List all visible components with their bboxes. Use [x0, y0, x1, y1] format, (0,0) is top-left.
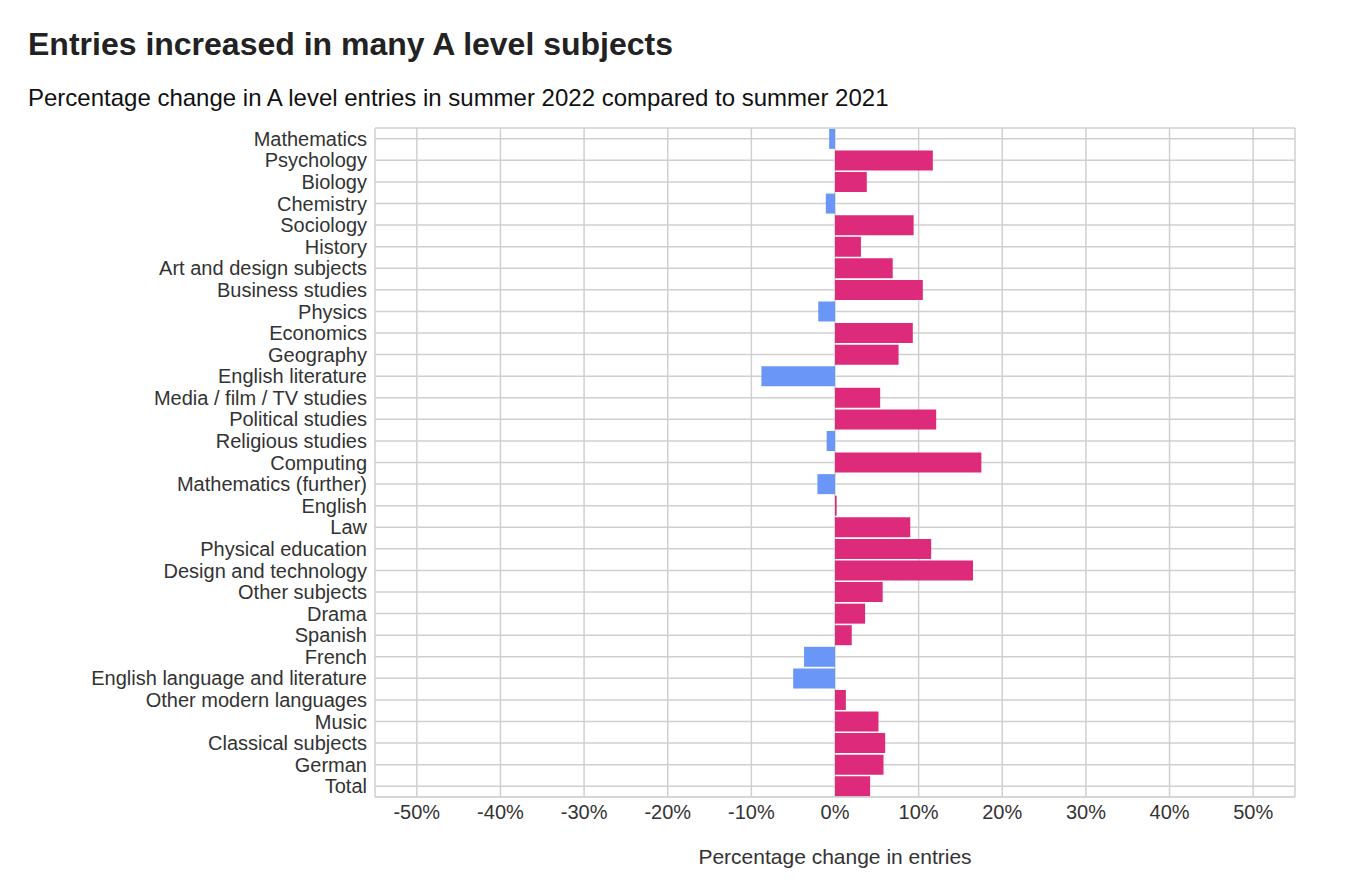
- svg-text:Geography: Geography: [268, 344, 367, 366]
- svg-text:Physical education: Physical education: [200, 538, 367, 560]
- html-text:Entries increased in many A le: Entries increased in many A level subjec…: [28, 26, 673, 62]
- svg-text:-40%: -40%: [477, 801, 524, 823]
- svg-text:Mathematics: Mathematics: [254, 128, 367, 150]
- svg-text:English: English: [301, 495, 367, 517]
- svg-text:Religious studies: Religious studies: [216, 430, 367, 452]
- svg-text:10%: 10%: [899, 801, 939, 823]
- svg-text:Classical subjects: Classical subjects: [208, 732, 367, 754]
- svg-text:Political studies: Political studies: [229, 408, 367, 430]
- svg-text:Art and design subjects: Art and design subjects: [159, 257, 367, 279]
- svg-text:Physics: Physics: [298, 301, 367, 323]
- svg-text:Economics: Economics: [269, 322, 367, 344]
- svg-text:Music: Music: [315, 711, 367, 733]
- svg-text:English language and literatur: English language and literature: [91, 667, 367, 689]
- svg-text:Other subjects: Other subjects: [238, 581, 367, 603]
- svg-text:0%: 0%: [821, 801, 850, 823]
- svg-text:-10%: -10%: [728, 801, 775, 823]
- svg-text:50%: 50%: [1233, 801, 1273, 823]
- svg-text:Business studies: Business studies: [217, 279, 367, 301]
- svg-text:Computing: Computing: [270, 452, 367, 474]
- svg-text:Mathematics (further): Mathematics (further): [177, 473, 367, 495]
- svg-text:-30%: -30%: [561, 801, 608, 823]
- svg-text:30%: 30%: [1066, 801, 1106, 823]
- svg-text:-20%: -20%: [644, 801, 691, 823]
- svg-text:-50%: -50%: [393, 801, 440, 823]
- svg-text:Other modern languages: Other modern languages: [146, 689, 367, 711]
- svg-text:Psychology: Psychology: [265, 149, 367, 171]
- svg-text:20%: 20%: [982, 801, 1022, 823]
- svg-text:Sociology: Sociology: [280, 214, 367, 236]
- svg-text:Total: Total: [325, 775, 367, 797]
- svg-text:40%: 40%: [1150, 801, 1190, 823]
- html-text:Percentage change in entries: Percentage change in entries: [698, 845, 972, 868]
- svg-text:Chemistry: Chemistry: [277, 193, 367, 215]
- svg-text:English literature: English literature: [218, 365, 367, 387]
- svg-text:Design and technology: Design and technology: [164, 560, 367, 582]
- svg-text:Drama: Drama: [307, 603, 368, 625]
- svg-text:Media / film / TV studies: Media / film / TV studies: [154, 387, 367, 409]
- svg-text:Biology: Biology: [301, 171, 367, 193]
- svg-text:Spanish: Spanish: [295, 624, 367, 646]
- svg-text:Law: Law: [330, 516, 367, 538]
- svg-text:German: German: [295, 754, 367, 776]
- svg-text:French: French: [305, 646, 367, 668]
- svg-text:History: History: [305, 236, 367, 258]
- html-text:Percentage change in A level e: Percentage change in A level entries in …: [28, 84, 889, 111]
